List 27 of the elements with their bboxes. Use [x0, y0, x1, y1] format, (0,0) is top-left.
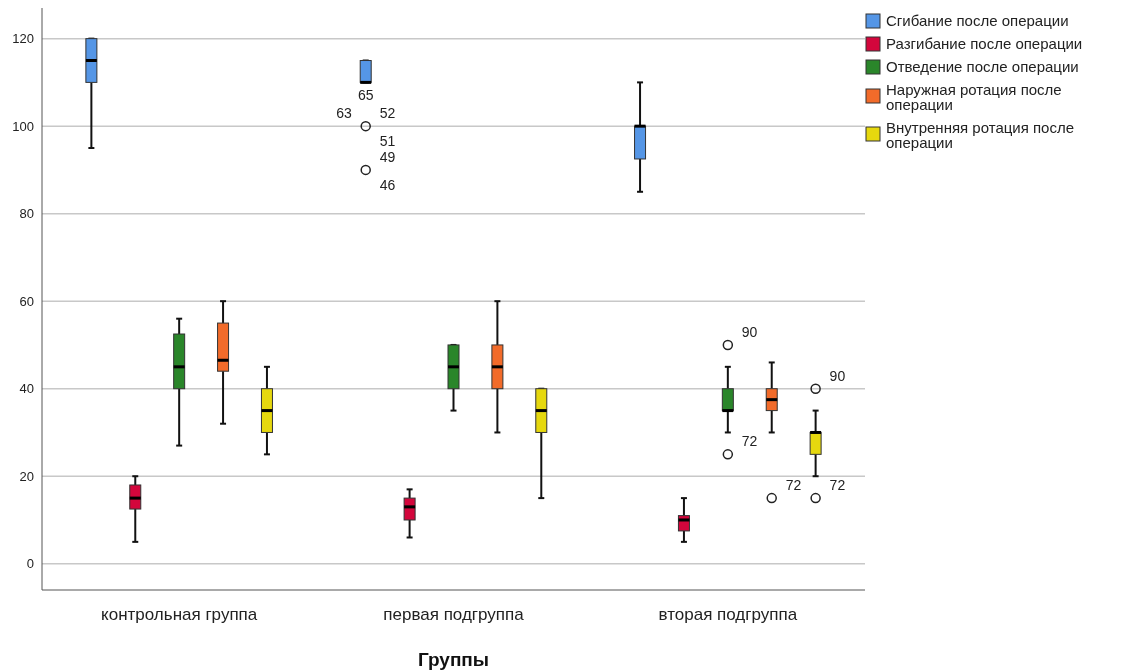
- annotation: 90: [741, 323, 758, 340]
- annotation: 63: [336, 105, 352, 122]
- annotation: 72: [829, 477, 846, 494]
- legend-label: Наружная ротация после операции: [886, 81, 1062, 113]
- legend-label: Сгибание после операции: [886, 12, 1069, 29]
- legend-label: Разгибание после операции: [886, 35, 1083, 52]
- x-tick-label: первая подгруппа: [383, 605, 525, 624]
- y-tick-label: 80: [19, 206, 34, 222]
- annotation: 46: [379, 176, 396, 193]
- annotation: 90: [829, 367, 846, 384]
- annotation: 49: [379, 148, 396, 165]
- legend-label: Внутренняя ротация после операции: [886, 119, 1075, 151]
- y-tick-label: 0: [26, 556, 34, 572]
- annotation: 72: [785, 477, 802, 494]
- annotation: 65: [357, 87, 374, 104]
- y-tick-label: 40: [19, 381, 34, 397]
- annotation: 51: [379, 133, 396, 150]
- y-tick-label: 100: [12, 118, 34, 134]
- annotation: 52: [379, 105, 396, 122]
- legend-label: Отведение после операции: [886, 58, 1079, 75]
- annotation: 72: [741, 433, 758, 450]
- x-tick-label: вторая подгруппа: [658, 605, 798, 624]
- y-tick-label: 20: [19, 468, 34, 484]
- x-tick-label: контрольная группа: [101, 605, 258, 624]
- y-tick-label: 60: [19, 293, 34, 309]
- x-axis-title: Группы: [417, 649, 490, 670]
- y-tick-label: 120: [12, 31, 34, 47]
